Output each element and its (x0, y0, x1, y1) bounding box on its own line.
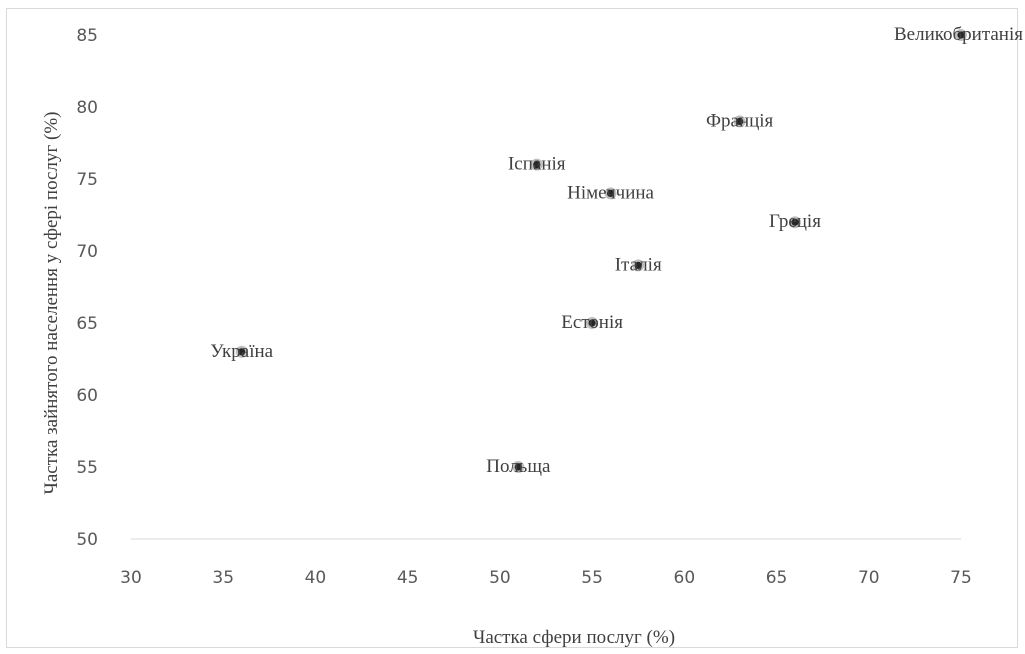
data-point (791, 218, 799, 226)
point-label: Німеччина (567, 182, 654, 203)
data-point (736, 117, 744, 125)
point-label: Франція (706, 110, 774, 131)
y-tick-label: 65 (76, 314, 98, 334)
y-axis-title: Частка зайнятого населення у сфері послу… (41, 112, 62, 495)
data-point (238, 348, 246, 356)
y-tick-label: 75 (76, 170, 98, 190)
x-tick-label: 65 (766, 568, 788, 588)
point-label: Польща (486, 456, 551, 477)
y-tick-labels: 50 55 60 65 70 75 80 85 (76, 26, 98, 550)
data-point (957, 31, 965, 39)
y-tick-label: 60 (76, 386, 98, 406)
x-tick-label: 45 (397, 568, 419, 588)
x-tick-label: 40 (305, 568, 327, 588)
data-points (235, 29, 967, 473)
data-point (514, 463, 522, 471)
x-tick-label: 30 (120, 568, 142, 588)
data-point (533, 161, 541, 169)
data-point (634, 261, 642, 269)
point-label: Італія (615, 254, 662, 275)
data-point (606, 189, 615, 197)
point-label: Великобританія (894, 24, 1023, 45)
data-point (588, 319, 596, 327)
y-tick-label: 80 (76, 98, 98, 118)
point-label: Греція (769, 211, 821, 232)
y-tick-label: 55 (76, 458, 98, 478)
x-tick-label: 55 (581, 568, 603, 588)
x-tick-labels: 30 35 40 45 50 55 60 65 70 75 (120, 568, 972, 588)
point-label: Україна (210, 341, 273, 362)
x-tick-label: 50 (489, 568, 511, 588)
x-axis-title: Частка сфери послуг (%) (473, 627, 675, 648)
y-tick-label: 50 (76, 530, 98, 550)
x-tick-label: 75 (950, 568, 972, 588)
x-tick-label: 60 (674, 568, 696, 588)
y-tick-label: 70 (76, 242, 98, 262)
point-label: Іспанія (508, 154, 566, 175)
x-tick-label: 35 (212, 568, 234, 588)
point-label: Естонія (561, 312, 623, 333)
y-tick-label: 85 (76, 26, 98, 46)
chart-area (6, 8, 1018, 648)
x-tick-label: 70 (858, 568, 880, 588)
